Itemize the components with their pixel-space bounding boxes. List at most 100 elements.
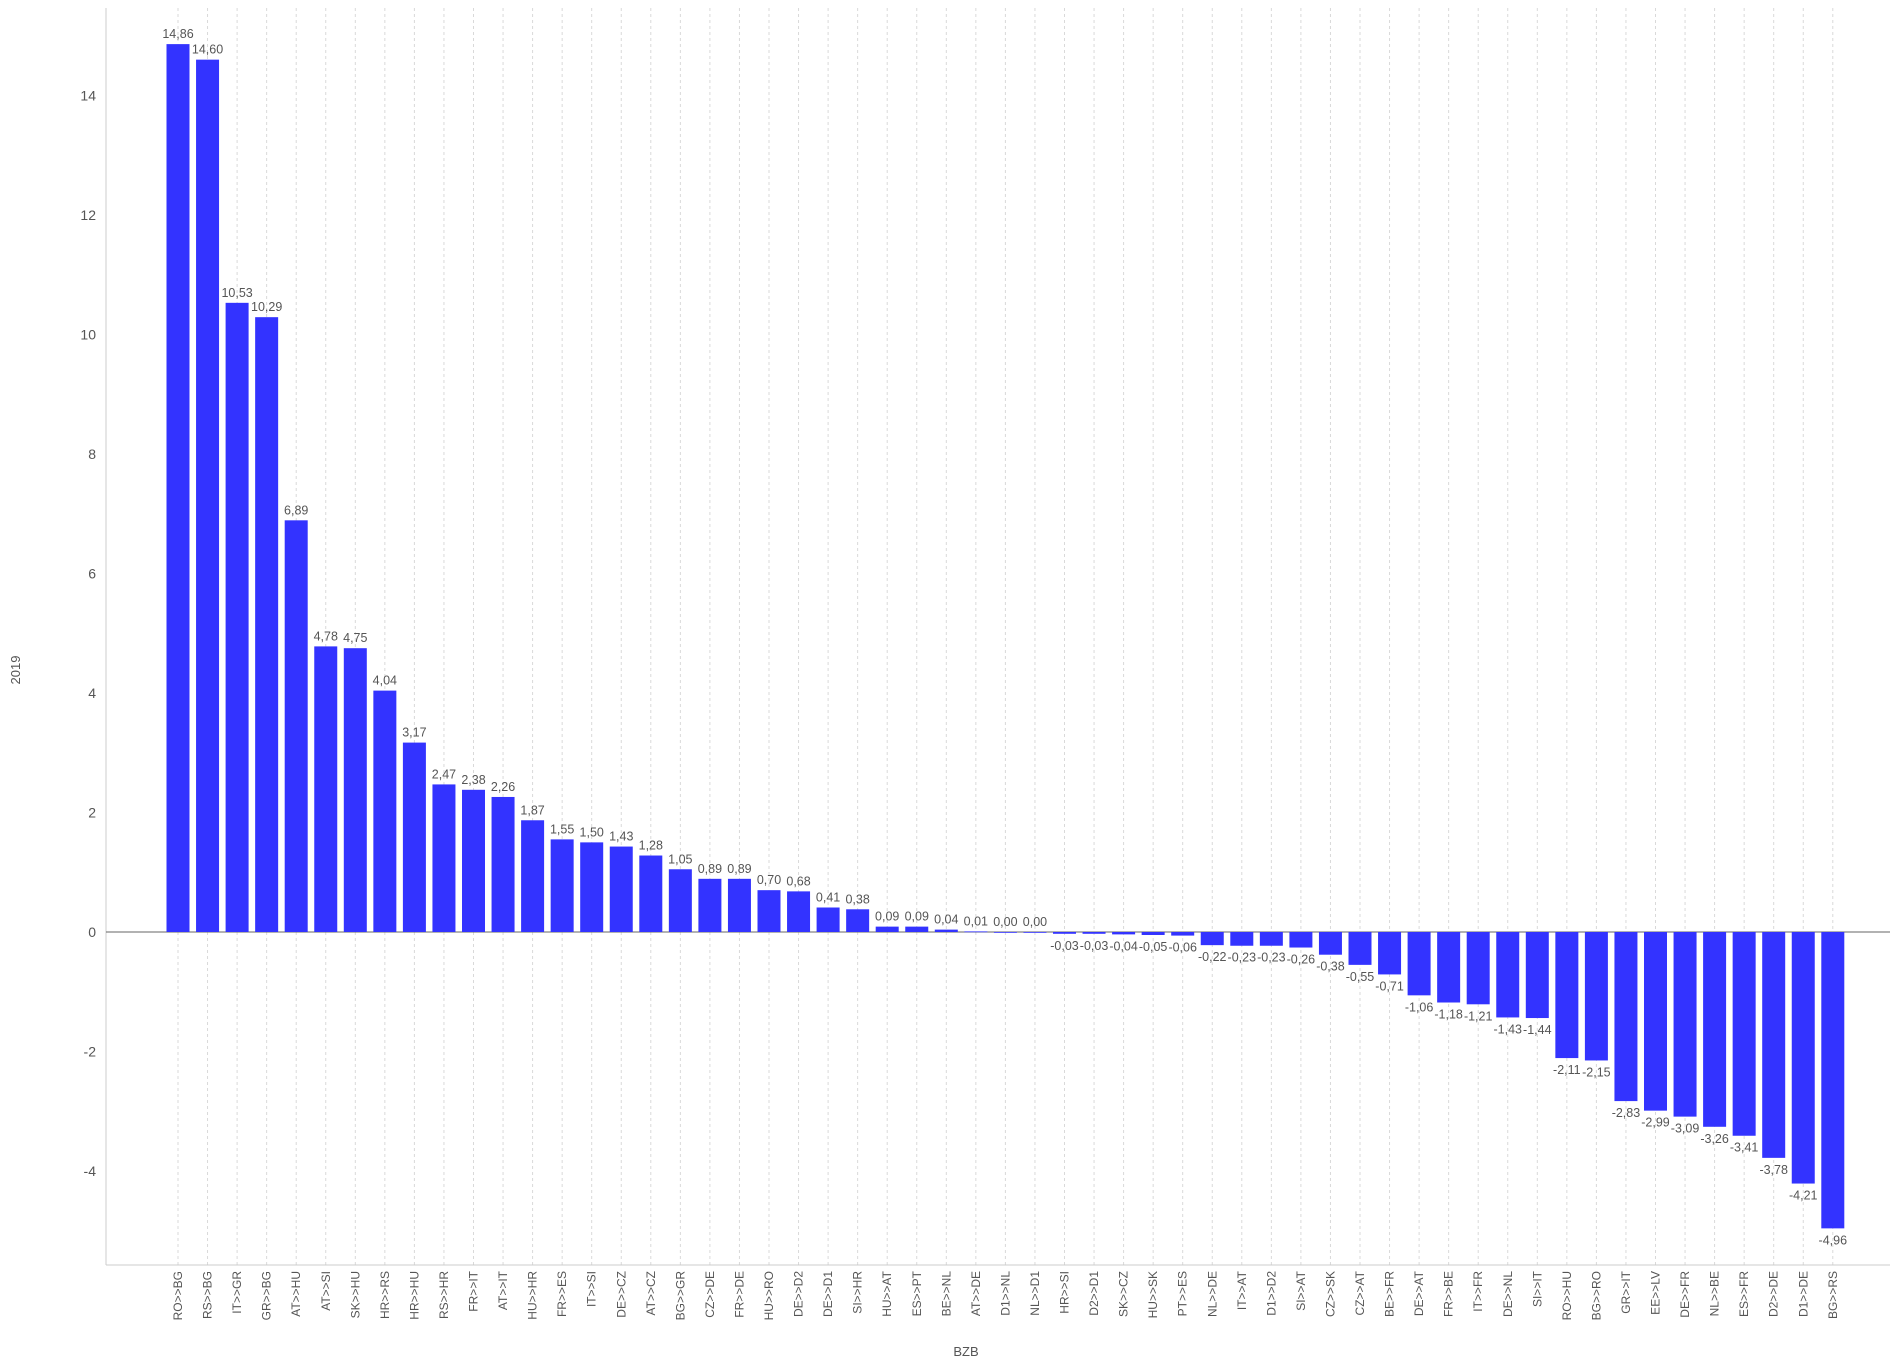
x-tick-label: AT>>SI	[319, 1271, 333, 1311]
bar	[1082, 932, 1106, 934]
bar	[521, 820, 545, 932]
x-tick-labels-layer: RO>>BG RS>>BG IT>>GR GR>>BG AT>>HU AT>>SI SK>>…	[171, 1270, 1840, 1320]
bar	[1289, 932, 1313, 948]
bar	[373, 690, 397, 932]
data-label: 2,26	[491, 780, 515, 794]
x-tick-label: D2>>DE	[1767, 1271, 1781, 1317]
data-label: 0,00	[993, 915, 1017, 929]
data-label: 0,68	[786, 874, 810, 888]
y-axis-title: 2019	[8, 656, 23, 685]
x-tick-label: IT>>GR	[230, 1271, 244, 1314]
data-label: 1,43	[609, 830, 633, 844]
data-label: -3,09	[1671, 1122, 1700, 1136]
x-tick-label: IT>>SI	[585, 1271, 599, 1307]
x-tick-label: D1>>D2	[1264, 1271, 1278, 1316]
bar	[727, 878, 751, 932]
data-label: 0,89	[698, 862, 722, 876]
y-tick-label: 12	[80, 207, 96, 223]
bar	[196, 59, 220, 932]
x-tick-label: SI>>IT	[1530, 1270, 1544, 1307]
data-label: -2,11	[1553, 1063, 1581, 1077]
bar	[314, 646, 338, 932]
x-tick-label: SI>>HR	[851, 1271, 865, 1314]
data-label: 1,87	[520, 803, 544, 817]
bar	[255, 317, 279, 932]
data-label: 3,17	[402, 726, 426, 740]
data-label: -1,18	[1434, 1008, 1463, 1022]
data-label: -0,03	[1080, 939, 1109, 953]
data-label: 6,89	[284, 503, 308, 517]
bar	[166, 44, 190, 933]
x-tick-label: DE>>D2	[792, 1271, 806, 1317]
data-label: 4,78	[314, 629, 338, 643]
data-label: 1,55	[550, 822, 574, 836]
bar	[1525, 932, 1549, 1019]
data-label: 2,47	[432, 767, 456, 781]
x-tick-label: DE>>AT	[1412, 1270, 1426, 1316]
bar	[1437, 932, 1461, 1003]
x-tick-label: ES>>PT	[910, 1270, 924, 1316]
bar	[1821, 932, 1845, 1229]
bar	[993, 932, 1017, 933]
x-tick-label: SI>>AT	[1294, 1270, 1308, 1310]
x-tick-label: RS>>BG	[201, 1271, 215, 1319]
bar	[491, 796, 515, 932]
data-label: -0,22	[1198, 950, 1227, 964]
data-label: 0,38	[845, 892, 869, 906]
x-tick-label: DE>>NL	[1501, 1271, 1515, 1317]
y-tick-label: -2	[84, 1044, 97, 1060]
x-tick-label: BE>>FR	[1383, 1271, 1397, 1317]
y-tick-label: -4	[84, 1163, 97, 1179]
x-tick-label: ES>>FR	[1737, 1271, 1751, 1317]
x-tick-label: FR>>DE	[732, 1271, 746, 1318]
data-label: 1,28	[639, 839, 663, 853]
bar	[284, 520, 308, 932]
x-axis-title: BZB	[953, 1344, 978, 1359]
bar	[1703, 932, 1727, 1127]
data-label: -1,21	[1464, 1009, 1493, 1023]
data-label: 0,09	[905, 910, 929, 924]
x-tick-label: D1>>NL	[998, 1271, 1012, 1316]
bar	[757, 890, 781, 932]
bar	[875, 926, 899, 932]
x-tick-label: CZ>>AT	[1353, 1270, 1367, 1315]
data-label: -0,05	[1139, 940, 1168, 954]
bar	[1732, 932, 1756, 1136]
bar	[550, 839, 574, 932]
y-tick-label: 0	[88, 924, 96, 940]
bar	[1200, 932, 1224, 946]
x-tick-label: FR>>ES	[555, 1271, 569, 1317]
x-tick-label: BG>>RO	[1589, 1271, 1603, 1320]
x-tick-label: PT>>ES	[1176, 1271, 1190, 1316]
bar	[1378, 932, 1402, 975]
bar	[816, 907, 840, 932]
x-tick-label: DE>>D1	[821, 1271, 835, 1317]
x-tick-label: RO>>BG	[171, 1271, 185, 1320]
bar	[1407, 932, 1431, 996]
x-tick-label: D1>>DE	[1796, 1271, 1810, 1317]
data-label: 4,75	[343, 631, 367, 645]
x-tick-label: GR>>BG	[260, 1271, 274, 1320]
data-label: -0,71	[1375, 979, 1404, 993]
data-label: -4,96	[1819, 1233, 1848, 1247]
bar	[1584, 932, 1608, 1061]
data-label: 0,41	[816, 891, 840, 905]
bar	[1259, 932, 1283, 946]
x-tick-label: HR>>RS	[378, 1271, 392, 1319]
data-label: -2,83	[1612, 1106, 1641, 1120]
bar	[787, 891, 811, 932]
data-label: 0,89	[727, 862, 751, 876]
x-tick-label: DE>>CZ	[614, 1271, 628, 1318]
x-tick-label: FR>>IT	[467, 1270, 481, 1311]
data-label: -0,55	[1346, 970, 1375, 984]
x-tick-label: AT>>HU	[289, 1271, 303, 1317]
data-label: -0,38	[1316, 960, 1345, 974]
data-label: -0,26	[1287, 953, 1316, 967]
x-tick-label: AT>>IT	[496, 1270, 510, 1310]
data-label: -1,43	[1494, 1022, 1523, 1036]
bar	[343, 648, 367, 932]
x-tick-label: RS>>HR	[437, 1271, 451, 1319]
bar	[1348, 932, 1372, 965]
data-label: 10,29	[251, 300, 282, 314]
